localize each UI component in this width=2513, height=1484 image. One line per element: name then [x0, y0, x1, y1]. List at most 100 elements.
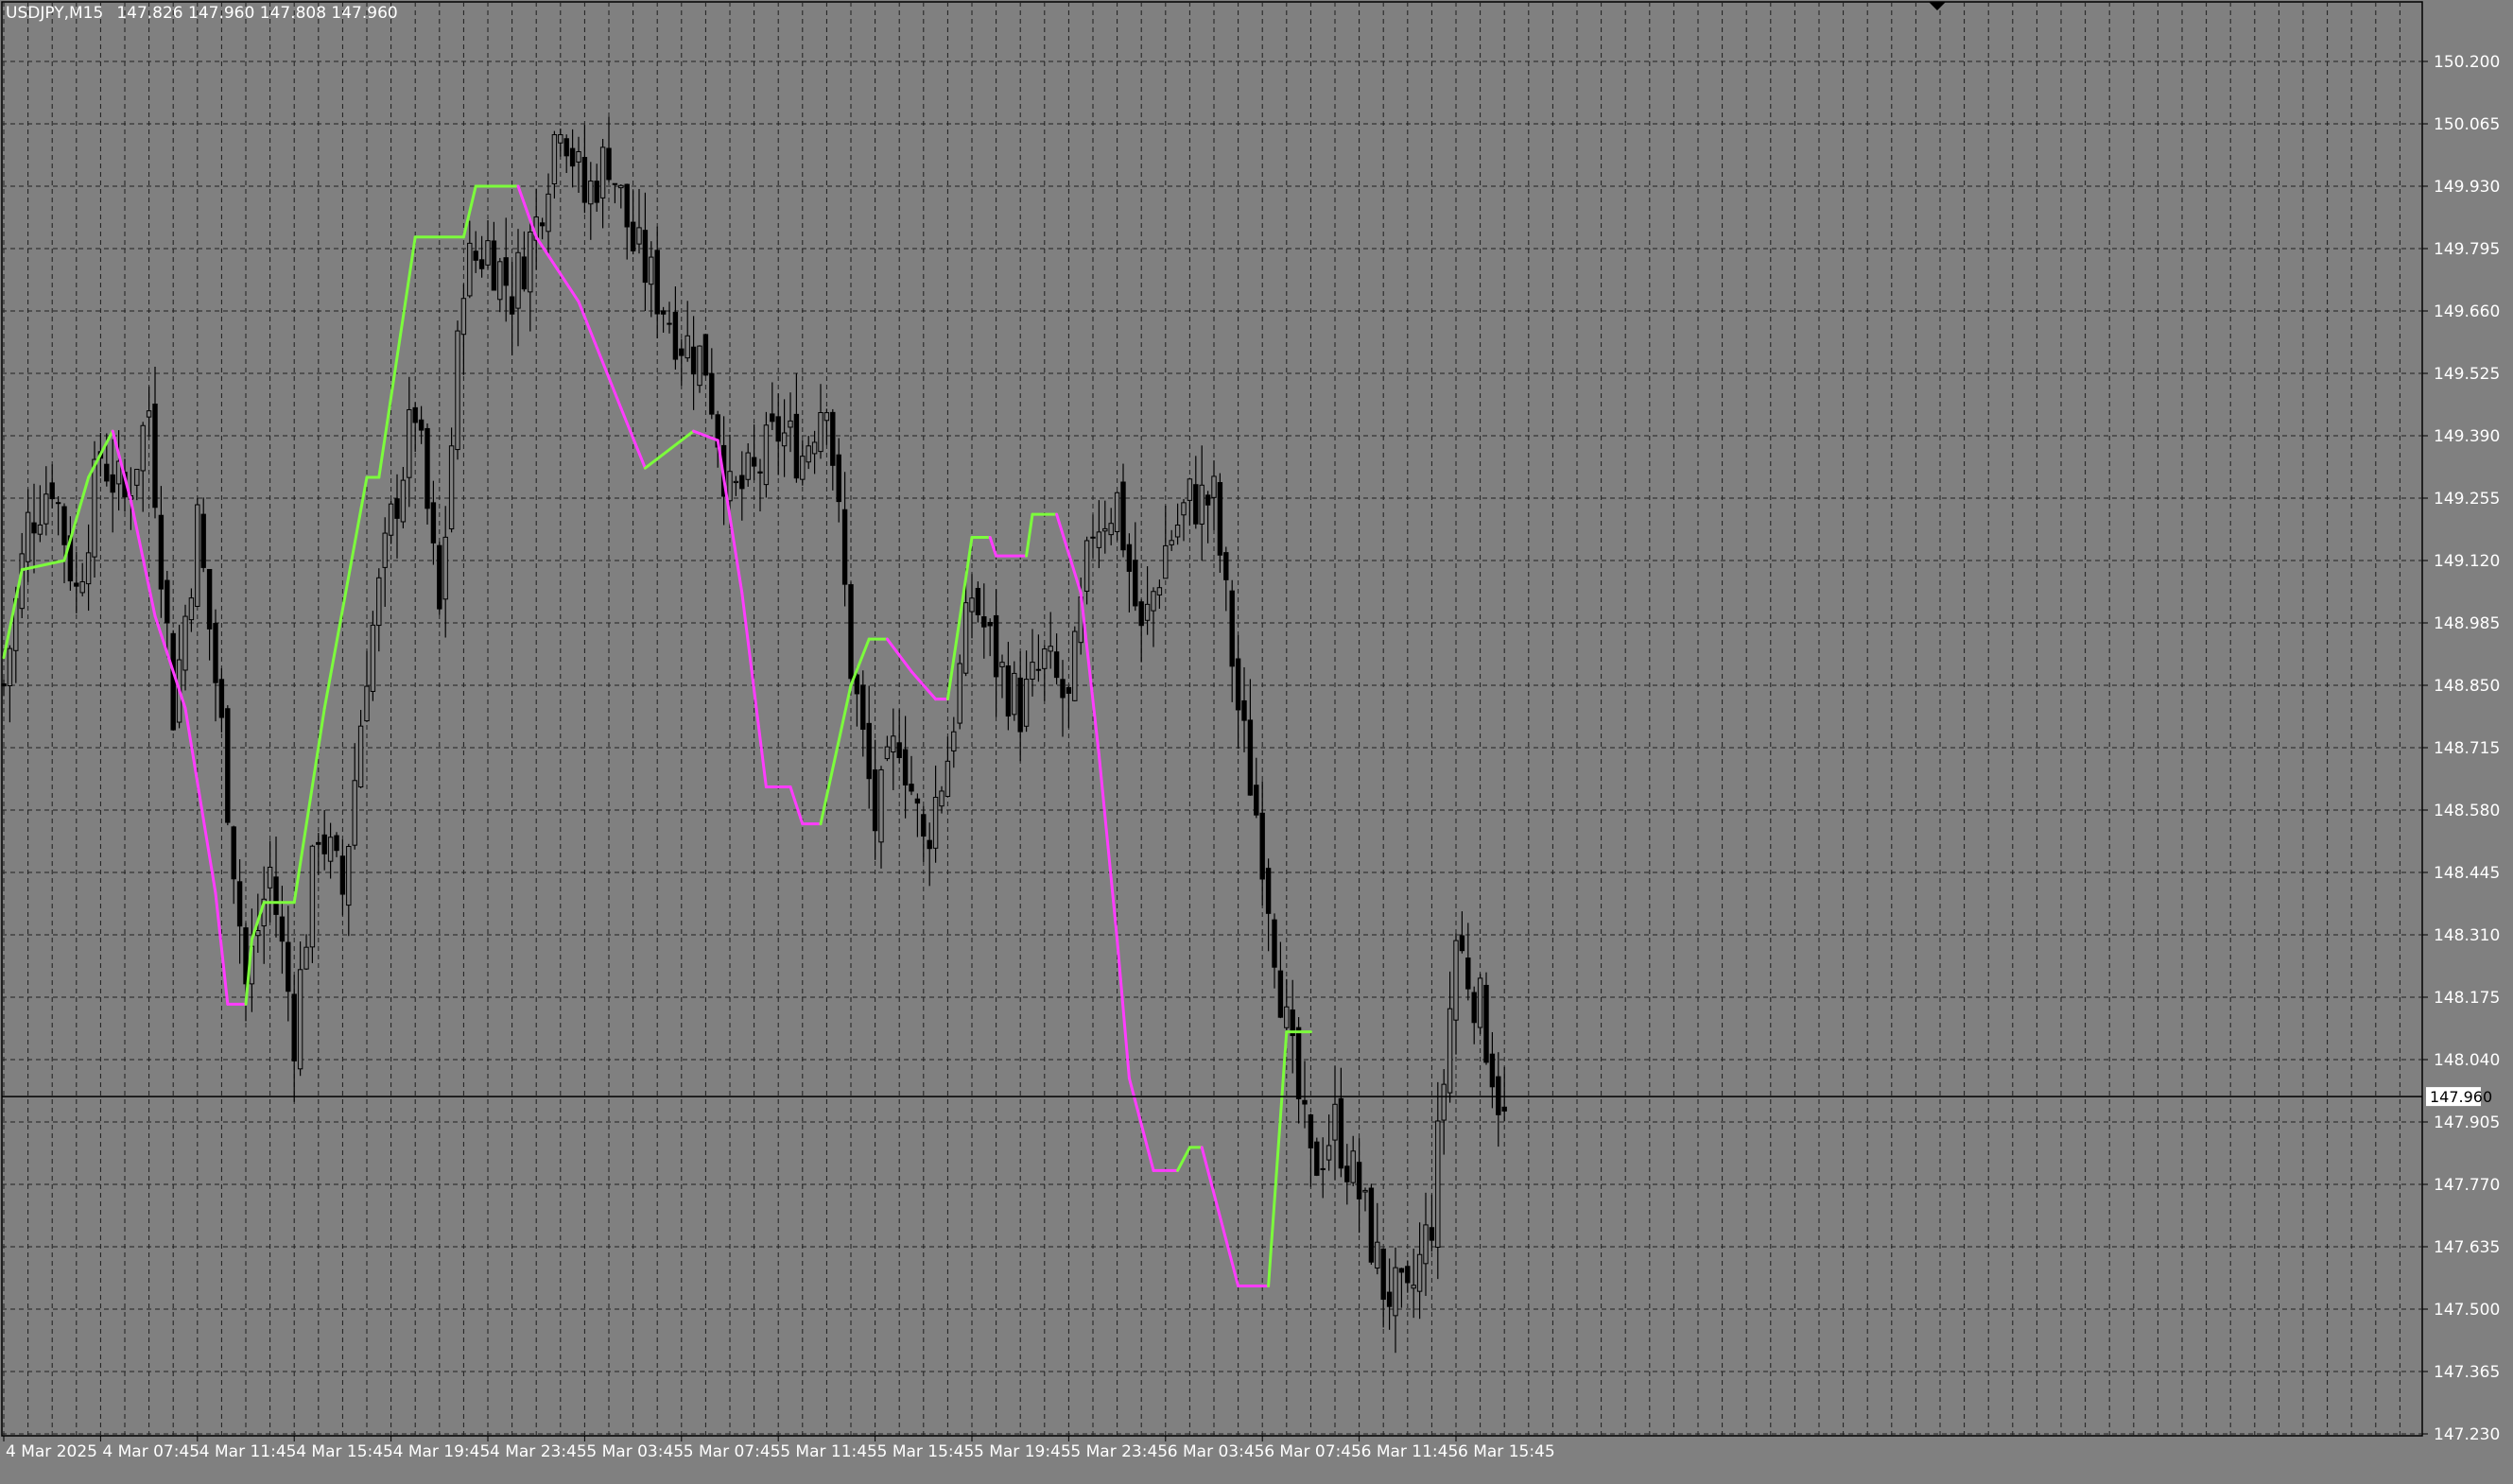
candle-body: [321, 834, 327, 854]
candle-body: [1060, 679, 1066, 699]
candle-body: [1423, 1224, 1429, 1265]
candle-body: [987, 622, 993, 627]
indicator-segment: [20, 559, 66, 572]
candle-body: [195, 504, 200, 607]
candle-body: [37, 524, 43, 535]
indicator-segment: [1127, 1077, 1155, 1172]
candle-body: [770, 413, 775, 423]
indicator-segment: [1267, 1030, 1289, 1288]
candle-body: [528, 232, 533, 293]
candle-body: [1133, 560, 1138, 607]
candle-body: [455, 330, 460, 451]
candle-body: [1435, 1120, 1441, 1249]
shift-marker-icon[interactable]: [1929, 2, 1946, 10]
x-tick-label: 5 Mar 23:45: [1070, 1442, 1168, 1461]
candle-body: [1205, 494, 1211, 506]
grid-layer: [1, 1, 2423, 1437]
candle-body: [1156, 587, 1163, 595]
candle-body: [218, 679, 225, 718]
candle-body: [1169, 540, 1174, 545]
candle-body: [31, 522, 37, 534]
candle-body: [588, 181, 594, 205]
x-tick-label: 5 Mar 03:45: [586, 1442, 684, 1461]
candle-body: [503, 257, 509, 286]
indicator-layer: [2, 184, 1312, 1288]
candle-body: [1411, 1285, 1416, 1289]
candle-body: [1035, 668, 1042, 671]
candle-body: [303, 946, 309, 970]
indicator-segment: [716, 439, 744, 595]
candle-body: [546, 193, 551, 233]
candle-body: [932, 797, 939, 849]
indicator-segment: [244, 938, 253, 1006]
candle-body: [291, 993, 297, 1061]
candle-body: [576, 150, 581, 163]
candle-body: [672, 311, 679, 360]
y-tick-label: 148.040: [2434, 1051, 2500, 1070]
candle-body: [636, 227, 642, 245]
candle-body: [775, 416, 781, 442]
candle-body: [1066, 686, 1072, 694]
candle-body: [1187, 478, 1193, 501]
candle-body: [327, 837, 334, 862]
indicator-segment: [740, 591, 768, 789]
candle-body: [1405, 1266, 1411, 1284]
candle-body: [357, 725, 364, 788]
candle-body: [1163, 544, 1169, 579]
indicator-segment: [885, 637, 913, 673]
candle-body: [418, 419, 425, 431]
candle-body: [939, 790, 945, 807]
candle-body: [134, 469, 140, 486]
x-tick-label: 4 Mar 07:45: [102, 1442, 199, 1461]
candle-body: [1277, 970, 1284, 1018]
candle-body: [1375, 1241, 1380, 1269]
indicator-segment: [129, 498, 157, 618]
axis-layer: 150.200 150.065 149.930 149.795 149.660 149.5…: [2, 53, 2500, 1461]
y-tick-label: 148.850: [2434, 677, 2500, 696]
candle-body: [612, 182, 618, 185]
y-tick-label: 149.120: [2434, 552, 2500, 571]
candle-body: [1393, 1267, 1398, 1317]
candle-body: [1471, 992, 1477, 1024]
candle-body: [558, 134, 563, 144]
candle-body: [1344, 1165, 1350, 1182]
indicator-segment: [1097, 752, 1119, 941]
candle-body: [951, 731, 957, 751]
candle-body: [1151, 591, 1156, 612]
y-tick-label: 149.255: [2434, 490, 2500, 509]
candle-body: [61, 506, 67, 545]
candle-body: [339, 855, 346, 895]
candle-body: [1217, 482, 1223, 556]
candle-body: [316, 841, 321, 845]
candle-body: [896, 742, 902, 758]
x-tick-label: 5 Mar 15:45: [877, 1442, 975, 1461]
candle-body: [697, 345, 702, 387]
candle-body: [394, 498, 400, 519]
y-tick-label: 150.065: [2434, 115, 2500, 134]
candle-body: [788, 420, 793, 428]
indicator-segment: [643, 453, 666, 470]
indicator-segment: [1079, 591, 1101, 756]
candle-body: [739, 475, 745, 490]
candle-body: [727, 471, 733, 502]
candle-body: [448, 445, 455, 529]
candle-body: [400, 479, 407, 523]
plot-frame: [1, 1, 2423, 1437]
y-tick-label: 148.445: [2434, 864, 2500, 883]
candle-body: [660, 310, 667, 315]
candle-body: [800, 456, 806, 480]
indicator-segment: [87, 429, 114, 479]
candle-body: [158, 514, 165, 590]
current-price-badge: [2426, 1087, 2481, 1107]
candle-body: [630, 221, 636, 251]
candle-body: [430, 502, 437, 544]
candle-body: [654, 250, 660, 315]
candle-body: [1144, 603, 1151, 621]
y-tick-label: 148.580: [2434, 802, 2500, 820]
candle-body: [382, 532, 388, 568]
candle-body: [806, 445, 811, 463]
candle-body: [733, 480, 739, 484]
indicator-segment: [292, 706, 326, 905]
